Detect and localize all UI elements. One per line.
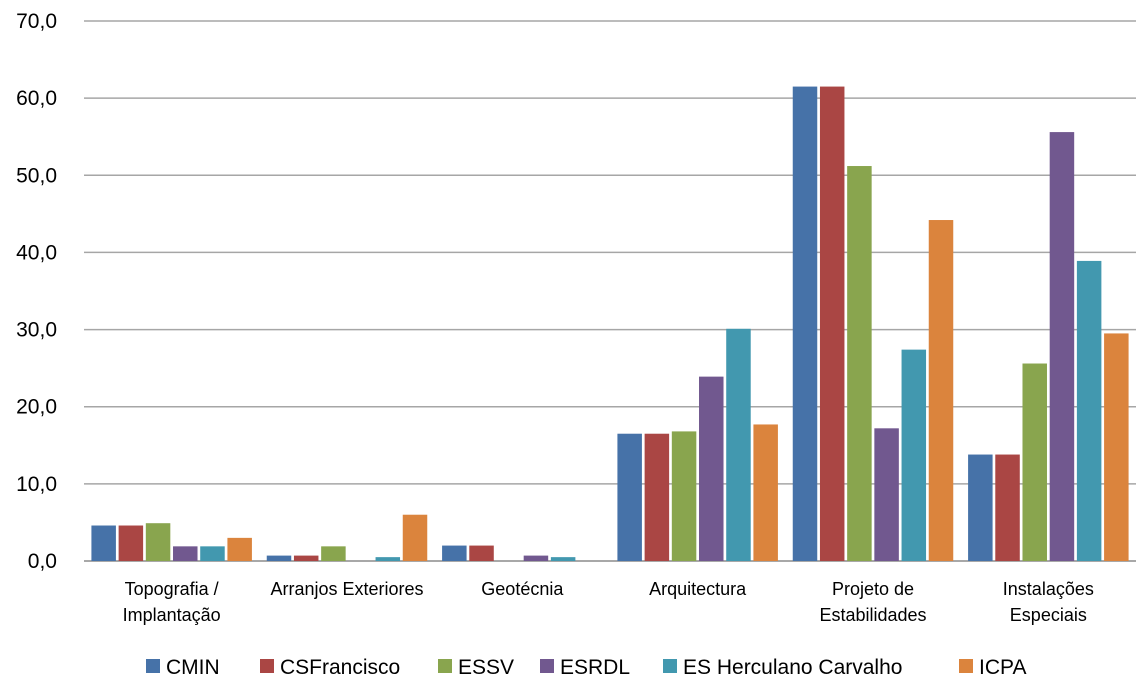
bar-icpa (402, 514, 428, 561)
legend-item-es-herculano-carvalho: ES Herculano Carvalho (663, 656, 902, 679)
bar-cmin (968, 454, 993, 561)
y-tick-label: 60,0 (16, 87, 57, 110)
legend-item-esrdl: ESRDL (540, 656, 630, 679)
x-category-label: Arquitectura (649, 579, 747, 599)
legend-swatch (540, 659, 554, 673)
legend-label: CMIN (166, 656, 220, 679)
bar-essv (321, 546, 346, 561)
bar-csfrancisco (293, 555, 319, 561)
y-tick-label: 50,0 (16, 164, 57, 187)
legend-swatch (438, 659, 452, 673)
y-tick-label: 70,0 (16, 10, 57, 33)
bar-cmin (617, 433, 642, 561)
bar-icpa (928, 220, 954, 561)
y-tick-label: 10,0 (16, 473, 57, 496)
legend-swatch (146, 659, 160, 673)
legend: CMIN CSFrancisco ESSV ESRDL ES Herculano Car… (146, 656, 1026, 679)
legend-label: ICPA (979, 656, 1026, 679)
bar-essv (145, 523, 171, 561)
y-tick-label: 40,0 (16, 241, 57, 264)
legend-label: CSFrancisco (280, 656, 400, 679)
legend-item-icpa: ICPA (959, 656, 1026, 679)
bar-icpa (227, 537, 252, 561)
bar-essv (847, 166, 872, 561)
bar-cmin (792, 86, 818, 562)
bars (91, 86, 1129, 562)
legend-swatch (663, 659, 677, 673)
x-axis-category-labels: Topografia / Implantação Arranjos Exterior… (123, 579, 1094, 625)
legend-label: ESRDL (560, 656, 630, 679)
legend-label: ES Herculano Carvalho (683, 656, 902, 679)
bar-essv (1022, 363, 1047, 561)
bar-esrdl (523, 555, 549, 561)
gridlines (84, 20, 1136, 562)
x-category-label: Instalações Especiais (1003, 579, 1094, 625)
legend-item-cmin: CMIN (146, 656, 220, 679)
bar-icpa (1104, 333, 1129, 561)
x-category-label: Projeto de Estabilidades (819, 579, 926, 625)
y-axis-tick-labels: 0,0 10,0 20,0 30,0 40,0 50,0 60,0 70,0 (16, 10, 57, 573)
bar-csfrancisco (995, 454, 1020, 561)
bar-icpa (753, 424, 778, 561)
bar-csfrancisco (819, 86, 845, 562)
bar-cmin (266, 555, 292, 561)
legend-item-essv: ESSV (438, 656, 514, 679)
bar-es-herculano-carvalho (550, 557, 576, 561)
bar-es-herculano-carvalho (901, 349, 927, 561)
bar-es-herculano-carvalho (726, 328, 751, 561)
legend-swatch (959, 659, 973, 673)
bar-csfrancisco (118, 525, 144, 561)
bar-es-herculano-carvalho (200, 546, 225, 561)
legend-item-csfrancisco: CSFrancisco (260, 656, 400, 679)
y-tick-label: 0,0 (28, 550, 57, 573)
legend-label: ESSV (458, 656, 514, 679)
bar-esrdl (1049, 132, 1075, 562)
bar-csfrancisco (644, 433, 670, 561)
bar-essv (671, 431, 697, 561)
bar-esrdl (699, 376, 724, 561)
x-category-label: Geotécnia (481, 579, 564, 599)
bar-esrdl (173, 546, 198, 561)
y-tick-label: 30,0 (16, 319, 57, 342)
bar-csfrancisco (469, 545, 494, 561)
legend-swatch (260, 659, 274, 673)
bar-cmin (91, 525, 116, 561)
bar-cmin (442, 545, 467, 561)
bar-es-herculano-carvalho (1076, 260, 1102, 561)
bar-es-herculano-carvalho (375, 557, 401, 561)
x-category-label: Topografia / Implantação (123, 579, 221, 625)
x-category-label: Arranjos Exteriores (270, 579, 423, 599)
y-tick-label: 20,0 (16, 396, 57, 419)
bar-esrdl (874, 428, 899, 561)
